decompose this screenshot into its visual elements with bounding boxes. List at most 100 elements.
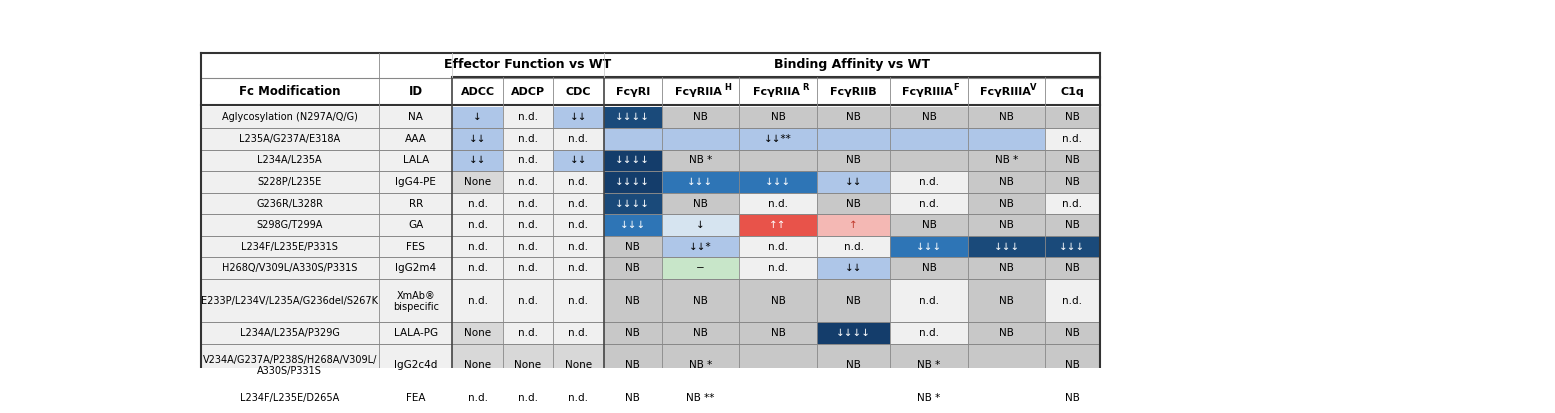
Text: NB: NB [694,296,708,306]
Text: ↓↓: ↓↓ [470,134,487,144]
Text: NB: NB [625,328,641,338]
Text: NB: NB [1065,360,1079,370]
Bar [891,214,967,236]
Text: CDC: CDC [566,87,591,97]
Text: n.d.: n.d. [468,220,488,230]
Text: n.d.: n.d. [518,177,538,187]
Text: F: F [953,83,959,92]
Bar [739,344,816,387]
Bar [453,150,502,171]
Bar [603,387,662,408]
Text: NB: NB [922,112,936,122]
Text: n.d.: n.d. [468,296,488,306]
Text: ↓↓↓: ↓↓↓ [1059,242,1085,252]
Bar [603,150,662,171]
Text: L234A/L235A/P329G: L234A/L235A/P329G [239,328,339,338]
Text: n.d.: n.d. [919,199,939,209]
Text: IgG4-PE: IgG4-PE [395,177,435,187]
Text: NB: NB [1065,177,1079,187]
Text: NB: NB [922,263,936,273]
Text: GA: GA [407,220,423,230]
Text: NB: NB [771,296,785,306]
Text: S298G/T299A: S298G/T299A [257,220,323,230]
Bar [739,171,816,193]
Text: NB: NB [846,155,861,166]
Bar [662,344,739,387]
Bar [891,150,967,171]
Text: n.d.: n.d. [569,177,588,187]
Text: NB: NB [1065,220,1079,230]
Bar [967,236,1045,257]
Text: n.d.: n.d. [768,263,788,273]
Text: FcγRI: FcγRI [616,87,650,97]
Bar [603,107,662,128]
Text: ↓↓*: ↓↓* [689,242,712,252]
Bar [453,107,502,128]
Text: NB *: NB * [995,155,1019,166]
Text: n.d.: n.d. [768,242,788,252]
Bar [967,128,1045,150]
Bar [502,344,554,387]
Text: None: None [463,328,491,338]
Bar [662,171,739,193]
Text: ↓: ↓ [473,112,482,122]
Text: NB: NB [771,328,785,338]
Text: L235A/G237A/E318A: L235A/G237A/E318A [239,134,341,144]
Bar [662,128,739,150]
Text: ↓↓: ↓↓ [470,155,487,166]
Text: n.d.: n.d. [768,199,788,209]
Bar [662,257,739,279]
Text: None: None [515,360,541,370]
Bar [603,322,662,344]
Text: LALA: LALA [403,155,429,166]
Bar [739,322,816,344]
Text: ↓↓: ↓↓ [844,177,863,187]
Text: ↓↓↓↓: ↓↓↓↓ [837,328,871,338]
Text: Effector Function vs WT: Effector Function vs WT [445,59,611,71]
Text: NB *: NB * [689,155,712,166]
Text: n.d.: n.d. [468,263,488,273]
Text: n.d.: n.d. [569,263,588,273]
Text: L234F/L235E/D265A: L234F/L235E/D265A [239,393,339,403]
Text: n.d.: n.d. [518,134,538,144]
Bar [967,257,1045,279]
Text: NB: NB [846,112,861,122]
Text: None: None [564,360,592,370]
Bar [662,107,739,128]
Text: n.d.: n.d. [569,134,588,144]
Text: NB: NB [694,112,708,122]
Bar [816,214,891,236]
Bar [816,150,891,171]
Text: −: − [697,263,704,273]
Text: ↓↓↓↓: ↓↓↓↓ [616,112,650,122]
Text: n.d.: n.d. [1062,296,1082,306]
Text: n.d.: n.d. [919,177,939,187]
Text: ↓↓↓↓: ↓↓↓↓ [616,177,650,187]
Text: ↓↓: ↓↓ [569,155,588,166]
Text: NB: NB [1000,220,1014,230]
Text: NB: NB [1000,177,1014,187]
Text: NB: NB [846,296,861,306]
Text: NB: NB [1065,112,1079,122]
Text: NB **: NB ** [686,393,715,403]
Bar [816,322,891,344]
Text: NB: NB [1000,199,1014,209]
Bar [603,128,662,150]
Bar [967,214,1045,236]
Text: NB: NB [625,393,641,403]
Bar [603,257,662,279]
Bar [739,150,816,171]
Text: n.d.: n.d. [569,296,588,306]
Text: NB: NB [771,112,785,122]
Bar [816,387,891,408]
Text: H: H [725,83,731,92]
Bar [453,128,502,150]
Text: bispecific: bispecific [393,302,439,312]
Text: ↓↓↓: ↓↓↓ [994,242,1020,252]
Text: None: None [463,177,491,187]
Bar [603,171,662,193]
Text: n.d.: n.d. [1062,199,1082,209]
Text: V: V [1031,83,1037,92]
Text: n.d.: n.d. [843,242,863,252]
Text: ↓: ↓ [697,220,704,230]
